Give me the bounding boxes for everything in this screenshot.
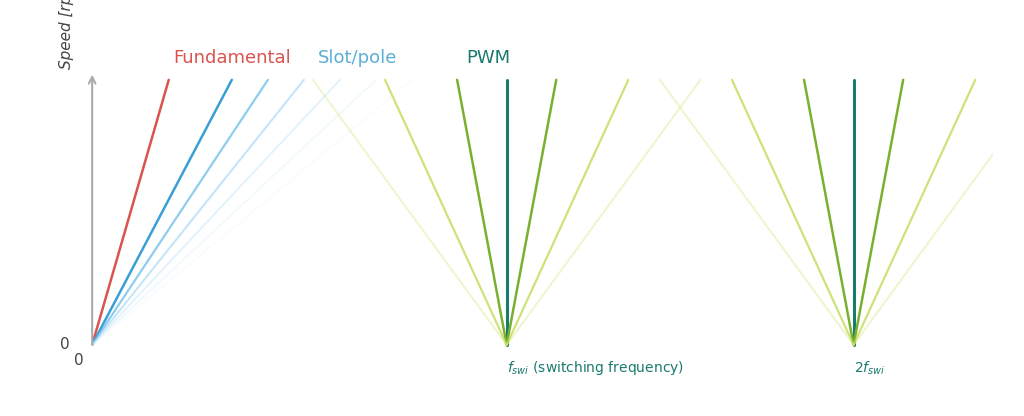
Text: Fundamental: Fundamental: [173, 49, 291, 67]
Text: $f_{swi}$ (switching frequency): $f_{swi}$ (switching frequency): [507, 359, 684, 377]
Text: Slot/pole: Slot/pole: [317, 49, 397, 67]
Text: Speed [rpm]: Speed [rpm]: [59, 0, 74, 69]
Text: PWM: PWM: [466, 49, 510, 67]
Text: 0: 0: [74, 353, 83, 368]
Text: $2f_{swi}$: $2f_{swi}$: [854, 359, 885, 377]
Text: 0: 0: [60, 337, 70, 352]
